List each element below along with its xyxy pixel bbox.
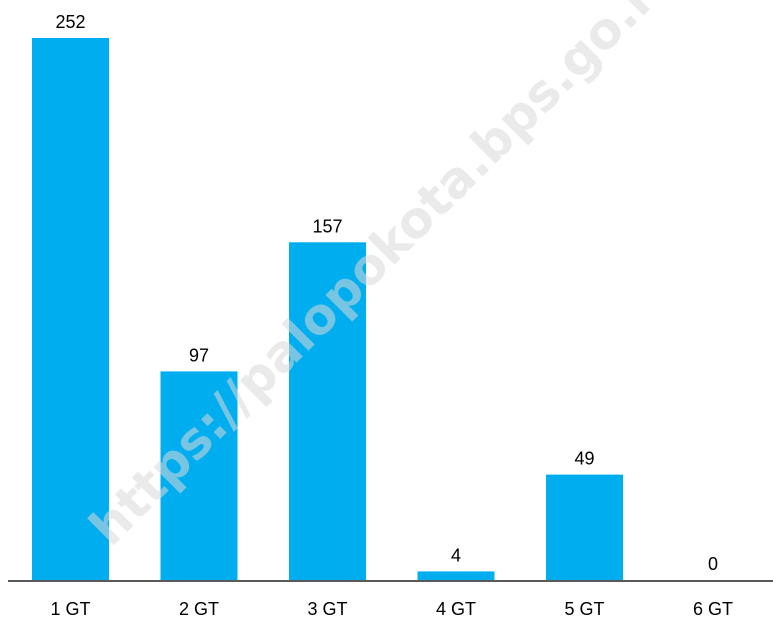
value-label-5-gt: 49: [574, 449, 594, 469]
bars-layer: [32, 38, 623, 581]
value-label-1-gt: 252: [55, 12, 85, 32]
value-label-6-gt: 0: [708, 554, 718, 574]
x-tick-label-5-gt: 5 GT: [564, 599, 604, 619]
x-tick-label-1-gt: 1 GT: [50, 599, 90, 619]
value-labels-layer: 252 97 157 4 49 0: [55, 12, 718, 574]
tick-labels-layer: 1 GT 2 GT 3 GT 4 GT 5 GT 6 GT: [50, 599, 733, 619]
bar-4-gt: [417, 571, 495, 580]
x-tick-label-2-gt: 2 GT: [179, 599, 219, 619]
value-label-3-gt: 157: [312, 216, 342, 236]
bar-5-gt: [546, 474, 623, 580]
x-tick-label-4-gt: 4 GT: [436, 599, 476, 619]
bar-1-gt: [32, 38, 109, 580]
value-label-4-gt: 4: [451, 545, 461, 565]
bar-2-gt: [160, 371, 238, 580]
x-tick-label-6-gt: 6 GT: [693, 599, 733, 619]
watermark-text: https://palopokota.bps.go.id: [78, 0, 686, 557]
x-tick-label-3-gt: 3 GT: [307, 599, 347, 619]
value-label-2-gt: 97: [189, 345, 209, 365]
bar-3-gt: [289, 242, 366, 581]
